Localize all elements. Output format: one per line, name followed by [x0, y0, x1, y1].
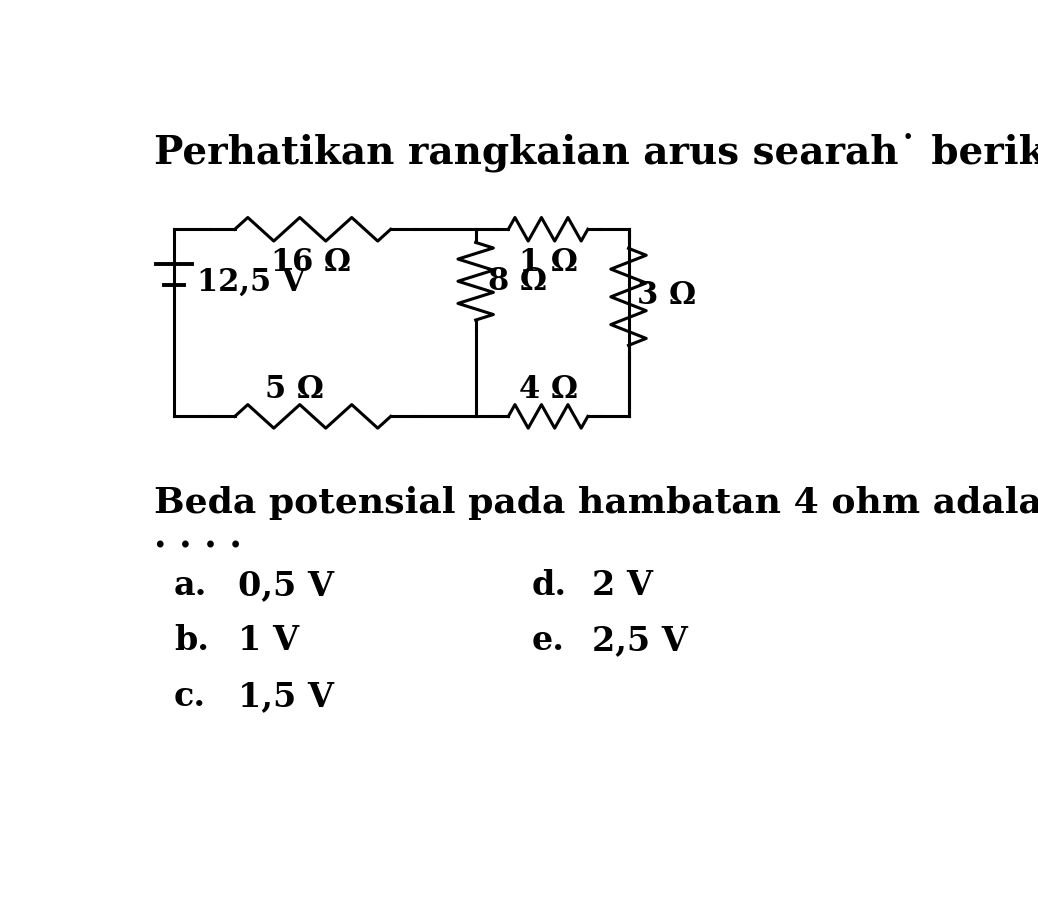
- Text: 12,5 V: 12,5 V: [196, 267, 305, 298]
- Text: 2,5 V: 2,5 V: [593, 625, 688, 657]
- Text: 1,5 V: 1,5 V: [239, 680, 334, 713]
- Text: 4 Ω: 4 Ω: [519, 374, 577, 405]
- Text: 1 Ω: 1 Ω: [519, 247, 577, 277]
- Text: e.: e.: [532, 625, 565, 657]
- Text: Beda potensial pada hambatan 4 ohm adalah: Beda potensial pada hambatan 4 ohm adala…: [154, 486, 1038, 519]
- Text: a.: a.: [174, 569, 208, 602]
- Text: d.: d.: [532, 569, 567, 602]
- Text: 2 V: 2 V: [593, 569, 653, 602]
- Text: 16 Ω: 16 Ω: [271, 247, 351, 277]
- Text: 3 Ω: 3 Ω: [636, 280, 695, 310]
- Text: c.: c.: [174, 680, 207, 713]
- Text: 1 V: 1 V: [239, 625, 299, 657]
- Text: 5 Ω: 5 Ω: [266, 374, 324, 405]
- Text: 8 Ω: 8 Ω: [488, 266, 547, 297]
- Text: Perhatikan rangkaian arus searah˙ berikut.: Perhatikan rangkaian arus searah˙ beriku…: [154, 132, 1038, 172]
- Text: 0,5 V: 0,5 V: [239, 569, 334, 602]
- Text: . . . .: . . . .: [154, 520, 242, 554]
- Text: b.: b.: [174, 625, 209, 657]
